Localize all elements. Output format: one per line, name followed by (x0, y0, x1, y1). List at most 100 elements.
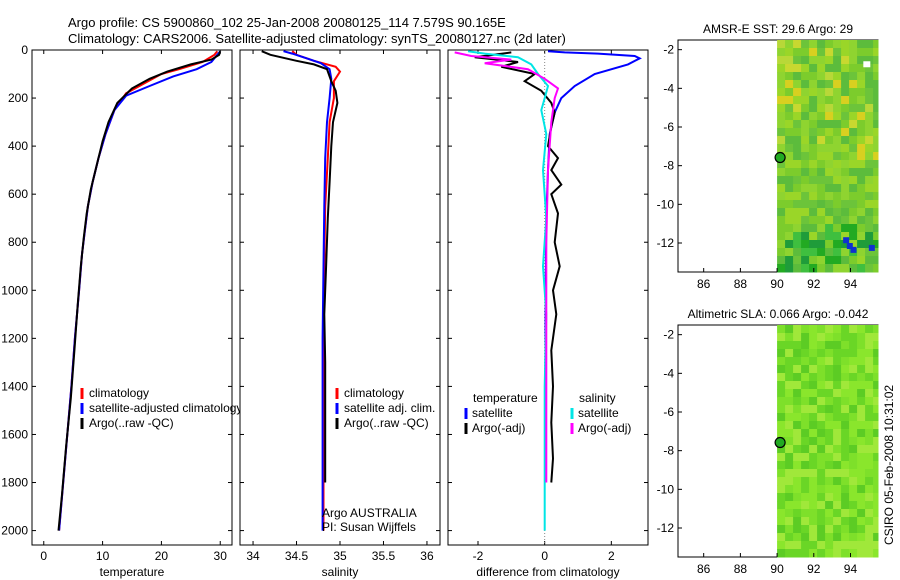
map-cell (809, 453, 818, 462)
map-cell (873, 104, 879, 113)
map-cell (857, 389, 866, 398)
map-cell (873, 112, 879, 121)
map-cell (825, 88, 834, 97)
y-tick-label: 1000 (1, 283, 28, 297)
map-cell (849, 493, 858, 502)
map-cell (785, 453, 794, 462)
map-cell (833, 216, 842, 225)
map-cell (825, 264, 834, 273)
map-cell (809, 80, 818, 89)
map-cell (865, 176, 874, 185)
map-cell (857, 136, 866, 145)
map-cell (801, 40, 810, 49)
map-cell (817, 184, 826, 193)
map-cell (873, 80, 879, 89)
map-cell (809, 333, 818, 342)
map-cell (793, 325, 802, 334)
map-cell (785, 136, 794, 145)
map-cell (777, 216, 786, 225)
map-cell (849, 461, 858, 470)
map-cell (873, 48, 879, 57)
map-cell (841, 373, 850, 382)
map-cell (873, 184, 879, 193)
map-cell (785, 184, 794, 193)
map-cell (865, 240, 874, 249)
map-cell (841, 477, 850, 486)
map-cell (849, 264, 858, 273)
map-cell (857, 485, 866, 494)
map-cell (825, 453, 834, 462)
map-cell (849, 381, 858, 390)
map-cell (801, 333, 810, 342)
map-cell (817, 333, 826, 342)
map-cell (809, 405, 818, 414)
map-cell (785, 397, 794, 406)
map-cell (825, 461, 834, 470)
legend-label: temperature (473, 391, 538, 405)
map-cell (833, 168, 842, 177)
map-cell (817, 64, 826, 73)
map-cell (777, 421, 786, 430)
map-cell (873, 168, 879, 177)
map-cell (873, 469, 879, 478)
map-cell (833, 413, 842, 422)
map-cell (817, 176, 826, 185)
map-cell (841, 48, 850, 57)
map-cell (801, 208, 810, 217)
map-cell (849, 48, 858, 57)
map-cell (849, 224, 858, 233)
map-cell (793, 333, 802, 342)
map-cell (825, 96, 834, 105)
map-cell (841, 509, 850, 518)
map-cell (841, 200, 850, 209)
map-cell (841, 525, 850, 534)
map-cell (801, 224, 810, 233)
map-cell (793, 144, 802, 153)
map-cell (865, 192, 874, 201)
legend-label: satellite adj. clim. (344, 401, 435, 415)
map-cell (817, 541, 826, 550)
map-cell (777, 341, 786, 350)
map-cell (865, 160, 874, 169)
map-cell (857, 525, 866, 534)
map-cell (873, 477, 879, 486)
map-cell (841, 104, 850, 113)
map-cell (833, 104, 842, 113)
map-cell (841, 421, 850, 430)
map-cell (817, 421, 826, 430)
x-axis-label: salinity (322, 565, 359, 579)
map-cell (857, 533, 866, 542)
map-cell (801, 48, 810, 57)
series-line (283, 50, 333, 531)
map-cell (809, 517, 818, 526)
map-cell (825, 405, 834, 414)
map-cell (873, 264, 879, 273)
map-cell (833, 525, 842, 534)
map-cell (785, 192, 794, 201)
map-cell (849, 232, 858, 241)
map-cell (825, 477, 834, 486)
y-tick-label: 200 (8, 91, 28, 105)
map-cell (801, 192, 810, 201)
map-cell (793, 240, 802, 249)
map-cell (809, 192, 818, 201)
map-cell (825, 389, 834, 398)
map-cell (809, 341, 818, 350)
map-cell (865, 200, 874, 209)
map-cell (833, 120, 842, 129)
map-cell (777, 493, 786, 502)
map-cell (849, 120, 858, 129)
map-cell (833, 357, 842, 366)
map-cell (841, 341, 850, 350)
map-cell (793, 501, 802, 510)
map-cell (873, 333, 879, 342)
map-cell (817, 56, 826, 65)
map-cell (873, 56, 879, 65)
map-cell (833, 112, 842, 121)
map-cell (801, 501, 810, 510)
map-cell (793, 168, 802, 177)
map-cell (865, 168, 874, 177)
map-cell (825, 216, 834, 225)
map-cell (809, 357, 818, 366)
map-cell (793, 152, 802, 161)
